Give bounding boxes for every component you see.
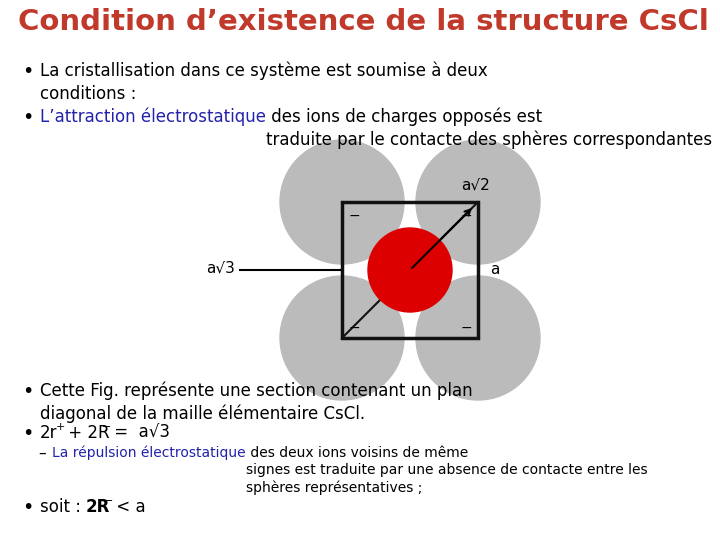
Circle shape [280,140,404,264]
Text: −: − [460,321,472,335]
Bar [342,202,478,338]
Text: L’attraction électrostatique: L’attraction électrostatique [40,108,266,126]
Text: •: • [22,498,33,517]
Text: a√3: a√3 [206,260,235,275]
Text: •: • [22,382,33,401]
Text: +: + [56,422,66,432]
Text: Condition d’existence de la structure CsCl: Condition d’existence de la structure Cs… [18,8,709,36]
Text: + 2R: + 2R [63,424,109,442]
Circle shape [416,140,540,264]
Text: •: • [22,424,33,443]
Text: 2R: 2R [86,498,110,516]
Text: Cette Fig. représente une section contenant un plan
diagonal de la maille élémen: Cette Fig. représente une section conten… [40,382,472,423]
Text: 2r: 2r [40,424,58,442]
Text: •: • [22,108,33,127]
Text: soit :: soit : [40,498,86,516]
Text: < a: < a [111,498,145,516]
Text: −: − [348,209,360,223]
Text: La répulsion électrostatique: La répulsion électrostatique [52,446,246,461]
Text: =  a√3: = a√3 [109,424,170,442]
Circle shape [416,276,540,400]
Text: des ions de charges opposés est
traduite par le contacte des sphères corresponda: des ions de charges opposés est traduite… [266,108,712,150]
Text: des deux ions voisins de même
signes est traduite par une absence de contacte en: des deux ions voisins de même signes est… [246,446,647,495]
Text: •: • [22,62,33,81]
Text: −: − [460,209,472,223]
Text: La cristallisation dans ce système est soumise à deux
conditions :: La cristallisation dans ce système est s… [40,62,487,103]
Text: –: – [38,446,45,461]
Text: +: + [406,266,420,284]
Text: −: − [348,321,360,335]
Circle shape [368,228,452,312]
Text: −: − [104,496,113,506]
Text: a√2: a√2 [462,177,490,192]
Text: −: − [102,422,112,432]
Text: a: a [490,262,500,278]
Circle shape [280,276,404,400]
